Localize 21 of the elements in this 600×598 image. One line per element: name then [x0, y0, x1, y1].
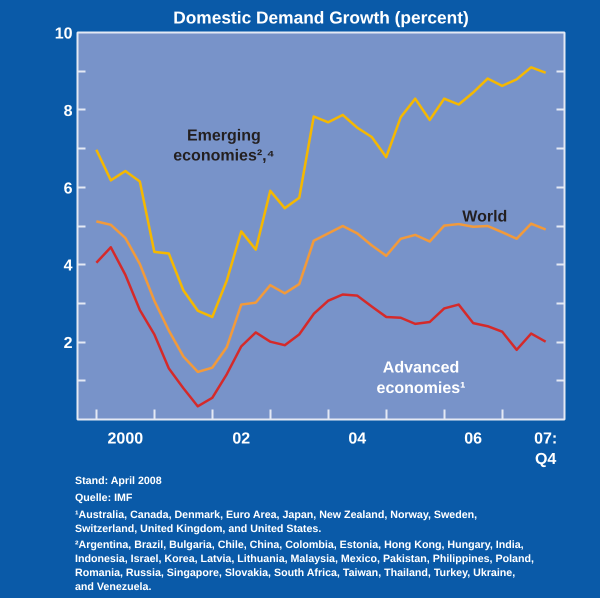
x-tick-label: 04: [348, 430, 366, 448]
y-tick-label: 2: [64, 335, 73, 352]
y-tick-label: 4: [64, 258, 73, 275]
line-series: [95, 246, 547, 408]
x-tick-label: 07: Q4: [534, 430, 558, 468]
series-label: World: [462, 208, 508, 226]
series-label: Emerging economies²,⁴: [173, 127, 275, 165]
line-series: [95, 66, 547, 318]
text: ¹Australia, Canada, Denmark, Euro Area, Japan, New Zealand, Norway, Sweden, Switzerland, United Kingdom, and United States.: [75, 508, 478, 536]
x-tick-label: 06: [464, 430, 482, 448]
chart-title: Domestic Demand Growth (percent): [173, 8, 469, 28]
y-tick-label: 8: [64, 102, 73, 120]
source-note: Quelle: IMF: [75, 492, 134, 506]
x-tick-label: 02: [232, 430, 250, 448]
x-tick-label: 2000: [108, 430, 144, 448]
text: Advanced economies¹: [376, 360, 466, 397]
text: Stand: April 2008: [75, 475, 163, 489]
line-series: [95, 220, 547, 374]
y-tick-label: 10: [54, 26, 73, 42]
text: ²Argentina, Brazil, Bulgaria, Chile, China, Colombia, Estonia, Hong Kong, Hungary, India, Indonesia, Israel, Korea, Latvia, Lithuania, Malaysia, Mexico, Pakistan, Philippines, Poland, Romania, Russia, Singapore, Slovakia, South Africa, Taiwan, Thailand, Turkey, Ukraine, and Venezuela.: [75, 539, 535, 595]
y-tick-label: 6: [64, 180, 73, 198]
